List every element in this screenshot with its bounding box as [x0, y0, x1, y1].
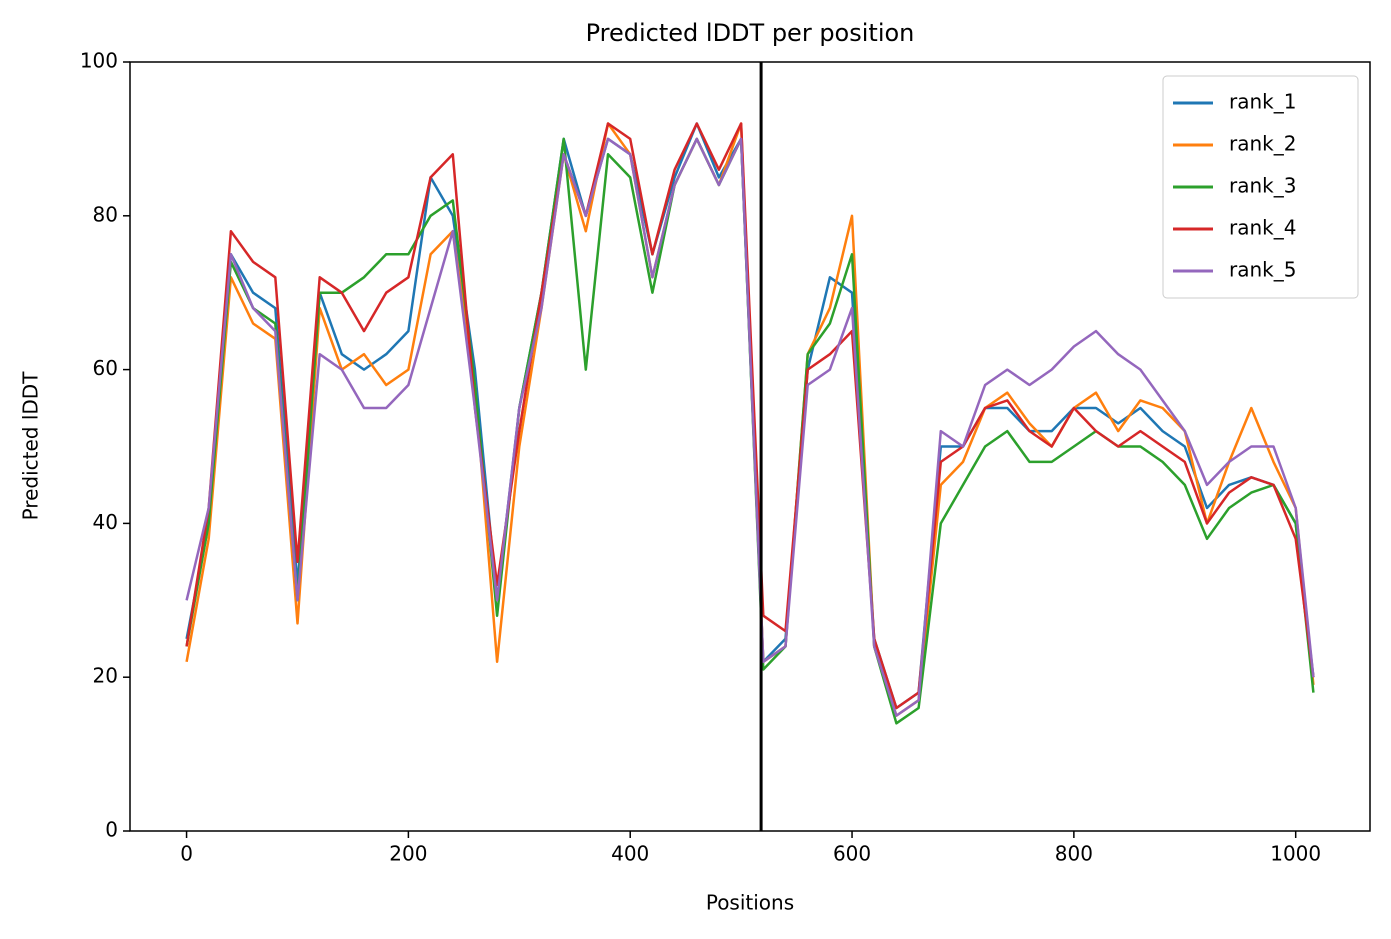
plot-frame [129, 61, 1371, 832]
x-tick-label: 800 [1055, 842, 1093, 866]
line [185, 137, 1315, 725]
y-tick-label: 80 [93, 202, 118, 226]
y-tick-label: 40 [93, 510, 118, 534]
legend-label: rank_4 [1229, 216, 1296, 240]
legend-label: rank_2 [1229, 132, 1296, 156]
x-tick-label: 200 [389, 842, 427, 866]
x-tick-label: 1000 [1270, 842, 1321, 866]
y-tick-label: 0 [105, 818, 118, 842]
y-axis-label: Predicted lDDT [19, 371, 43, 521]
line [185, 122, 1315, 717]
y-tick-label: 60 [93, 356, 118, 380]
legend-label: rank_1 [1229, 90, 1296, 114]
y-tick-label: 100 [80, 49, 118, 73]
legend-label: rank_5 [1229, 258, 1296, 282]
legend-box [1162, 75, 1359, 299]
x-tick-label: 0 [180, 842, 193, 866]
y-tick-label: 20 [93, 664, 118, 688]
x-tick-label: 600 [833, 842, 871, 866]
line [185, 122, 1315, 710]
x-tick-label: 400 [611, 842, 649, 866]
x-axis-label: Positions [706, 891, 794, 915]
line [185, 122, 1315, 710]
legend-label: rank_3 [1229, 174, 1296, 198]
line [185, 137, 1315, 717]
chart-title: Predicted lDDT per position [586, 19, 915, 47]
